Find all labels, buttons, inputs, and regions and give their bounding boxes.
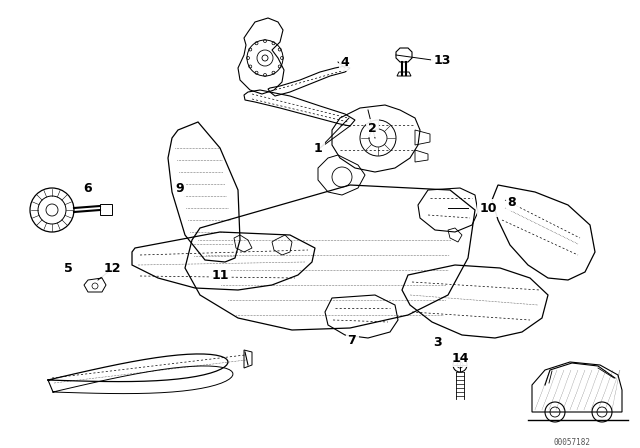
Text: 00057182: 00057182 bbox=[554, 438, 591, 447]
Text: 2: 2 bbox=[367, 121, 376, 134]
Text: 9: 9 bbox=[176, 181, 184, 194]
Text: 4: 4 bbox=[340, 56, 349, 69]
Text: 10: 10 bbox=[479, 202, 497, 215]
Text: 5: 5 bbox=[63, 262, 72, 275]
Text: 10: 10 bbox=[479, 202, 497, 215]
Text: 14: 14 bbox=[451, 352, 468, 365]
Text: 3: 3 bbox=[434, 336, 442, 349]
Text: 6: 6 bbox=[84, 181, 92, 194]
Text: 4: 4 bbox=[340, 56, 349, 69]
Text: 7: 7 bbox=[348, 333, 356, 346]
Text: 13: 13 bbox=[433, 53, 451, 66]
Text: 8: 8 bbox=[508, 195, 516, 208]
Text: 12: 12 bbox=[103, 262, 121, 275]
Text: 13: 13 bbox=[433, 53, 451, 66]
Text: 11: 11 bbox=[211, 268, 228, 281]
Text: 2: 2 bbox=[367, 121, 376, 134]
Text: 7: 7 bbox=[348, 333, 356, 346]
Text: 3: 3 bbox=[434, 336, 442, 349]
Text: 6: 6 bbox=[84, 181, 92, 194]
Text: 8: 8 bbox=[508, 195, 516, 208]
Text: 5: 5 bbox=[63, 262, 72, 275]
Text: 1: 1 bbox=[314, 142, 323, 155]
Text: 11: 11 bbox=[211, 268, 228, 281]
Text: 1: 1 bbox=[314, 142, 323, 155]
Text: 9: 9 bbox=[176, 181, 184, 194]
Text: 12: 12 bbox=[103, 262, 121, 275]
Text: 14: 14 bbox=[451, 352, 468, 365]
